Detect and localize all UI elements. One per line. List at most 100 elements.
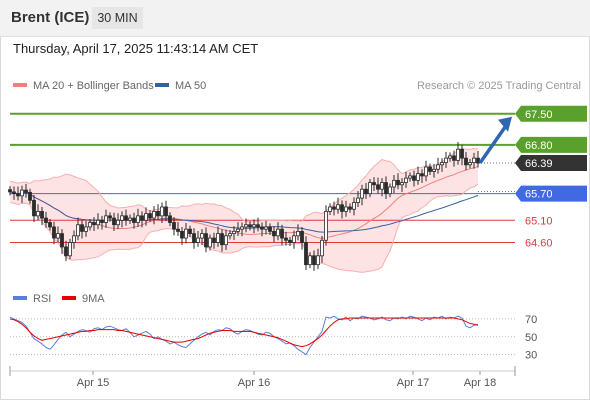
candle-up	[240, 226, 244, 230]
candle	[200, 229, 204, 246]
candle	[320, 235, 324, 263]
candle	[364, 183, 368, 199]
candle-up	[144, 213, 148, 221]
candle-up	[424, 166, 428, 177]
candle-up	[184, 228, 188, 239]
rsi-tick-label: 30	[525, 350, 537, 362]
level-label-3: 65.70	[525, 189, 553, 201]
candle	[356, 190, 360, 207]
candle	[352, 197, 356, 216]
candle	[368, 179, 372, 198]
candle	[36, 204, 40, 221]
candle-up	[216, 233, 220, 243]
candle	[240, 222, 244, 237]
candle-down	[280, 228, 284, 239]
candle-up	[152, 211, 156, 219]
candle	[276, 222, 280, 241]
candle	[300, 226, 304, 250]
candle	[456, 142, 460, 165]
candle-up	[36, 211, 40, 217]
candle	[248, 221, 252, 231]
candle-down	[300, 230, 304, 243]
chart-header: Brent (ICE) 30 MIN	[0, 0, 590, 37]
candle	[104, 209, 108, 228]
candle-down	[340, 204, 344, 212]
candle	[360, 184, 364, 206]
candle-up	[328, 206, 332, 212]
bollinger-upper	[9, 147, 479, 223]
level-label-2: 66.39	[525, 158, 553, 170]
candle	[468, 159, 472, 169]
candle-down	[80, 224, 84, 232]
candle	[220, 229, 224, 252]
candle-up	[356, 197, 360, 203]
candle	[260, 222, 264, 237]
candle	[120, 211, 124, 228]
candle	[72, 230, 76, 249]
candle-down	[304, 242, 308, 266]
candle	[384, 176, 388, 199]
level-label-4: 65.10	[525, 215, 553, 227]
candle-up	[264, 226, 268, 230]
candle	[416, 166, 420, 185]
candle	[312, 250, 316, 271]
candle-down	[40, 211, 44, 219]
candle	[16, 186, 20, 201]
candle-down	[164, 206, 168, 217]
candle	[324, 205, 328, 246]
candle-down	[420, 173, 424, 177]
candle	[144, 207, 148, 226]
candle	[148, 210, 152, 222]
candle-up	[472, 157, 476, 163]
candle-down	[288, 239, 292, 243]
timeframe-badge[interactable]: 30 MIN	[92, 7, 143, 29]
candle	[400, 178, 404, 192]
candle-down	[156, 211, 160, 217]
timestamp: Thursday, April 17, 2025 11:43:14 AM CET	[13, 41, 259, 56]
candle	[440, 158, 444, 172]
candle-up	[252, 224, 256, 228]
candle-up	[136, 215, 140, 223]
candle-up	[408, 175, 412, 179]
candle-down	[172, 222, 176, 230]
candle	[404, 171, 408, 188]
candle	[88, 218, 92, 231]
candle-down	[112, 217, 116, 226]
candle-up	[244, 224, 248, 228]
candle-down	[332, 206, 336, 210]
candle-down	[256, 224, 260, 228]
candle	[268, 223, 272, 235]
legend-rsi: RSI	[13, 293, 51, 305]
x-tick-label: Apr 16	[238, 377, 270, 389]
candle-down	[24, 189, 28, 193]
candle	[128, 214, 132, 224]
candle-down	[268, 226, 272, 232]
ma50-line	[9, 191, 479, 233]
legend-ma50-label: MA 50	[175, 80, 207, 92]
candle	[372, 177, 376, 191]
candle	[12, 186, 16, 200]
candle	[176, 222, 180, 236]
candle-up	[440, 162, 444, 166]
candle	[332, 201, 336, 216]
candle	[68, 238, 72, 260]
level-label-1: 66.80	[525, 140, 553, 152]
candle-up	[416, 173, 420, 181]
candle	[172, 217, 176, 236]
candle	[328, 203, 332, 215]
candle-up	[292, 235, 296, 243]
candle-down	[16, 193, 20, 197]
candle-up	[76, 224, 80, 237]
candle-down	[212, 237, 216, 243]
candle-up	[320, 239, 324, 257]
candle	[28, 188, 32, 204]
candle-down	[188, 228, 192, 235]
candle-up	[120, 215, 124, 221]
candle	[444, 151, 448, 168]
candle-down	[28, 191, 32, 201]
instrument-title: Brent (ICE)	[11, 9, 90, 26]
candle	[164, 200, 168, 222]
candle	[56, 226, 60, 243]
candle-up	[128, 217, 132, 221]
candle	[308, 252, 312, 269]
